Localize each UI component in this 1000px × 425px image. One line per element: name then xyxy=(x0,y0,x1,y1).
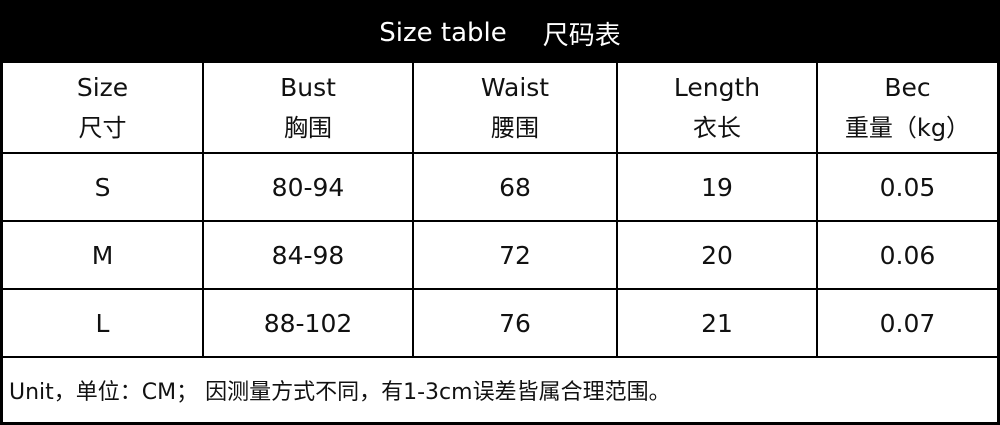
table-row: M 84-98 72 20 0.06 xyxy=(3,220,997,290)
cell: 0.05 xyxy=(816,152,997,222)
cell: 0.07 xyxy=(816,288,997,358)
cell: 84-98 xyxy=(202,220,414,290)
cell: 0.06 xyxy=(816,220,997,290)
cell: 72 xyxy=(412,220,618,290)
table-title: Size table 尺码表 xyxy=(3,3,997,63)
header-row: Size 尺寸 Bust 胸围 Waist 腰围 Length 衣长 Bec 重量（kg） xyxy=(3,63,997,154)
title-zh: 尺码表 xyxy=(542,20,621,51)
footer-note: Unit，单位：CM； 因测量方式不同，有1-3cm误差皆属合理范围。 xyxy=(9,379,671,405)
cell: 88-102 xyxy=(202,288,414,358)
cell: 76 xyxy=(412,288,618,358)
table-row: L 88-102 76 21 0.07 xyxy=(3,288,997,358)
cell: 21 xyxy=(616,288,818,358)
cell: 19 xyxy=(616,152,818,222)
size-table: Size 尺寸 Bust 胸围 Waist 腰围 Length 衣长 Bec 重量（kg）… xyxy=(3,63,997,358)
header-cell: Size 尺寸 xyxy=(3,63,204,154)
cell: M xyxy=(3,220,204,290)
cell: 68 xyxy=(412,152,618,222)
cell: 80-94 xyxy=(202,152,414,222)
header-cell: Bec 重量（kg） xyxy=(816,63,997,154)
cell: 20 xyxy=(616,220,818,290)
title-en: Size table xyxy=(379,18,507,48)
cell: L xyxy=(3,288,204,358)
table-row: S 80-94 68 19 0.05 xyxy=(3,152,997,222)
cell: S xyxy=(3,152,204,222)
header-cell: Waist 腰围 xyxy=(412,63,618,154)
header-cell: Bust 胸围 xyxy=(202,63,414,154)
header-cell: Length 衣长 xyxy=(616,63,818,154)
